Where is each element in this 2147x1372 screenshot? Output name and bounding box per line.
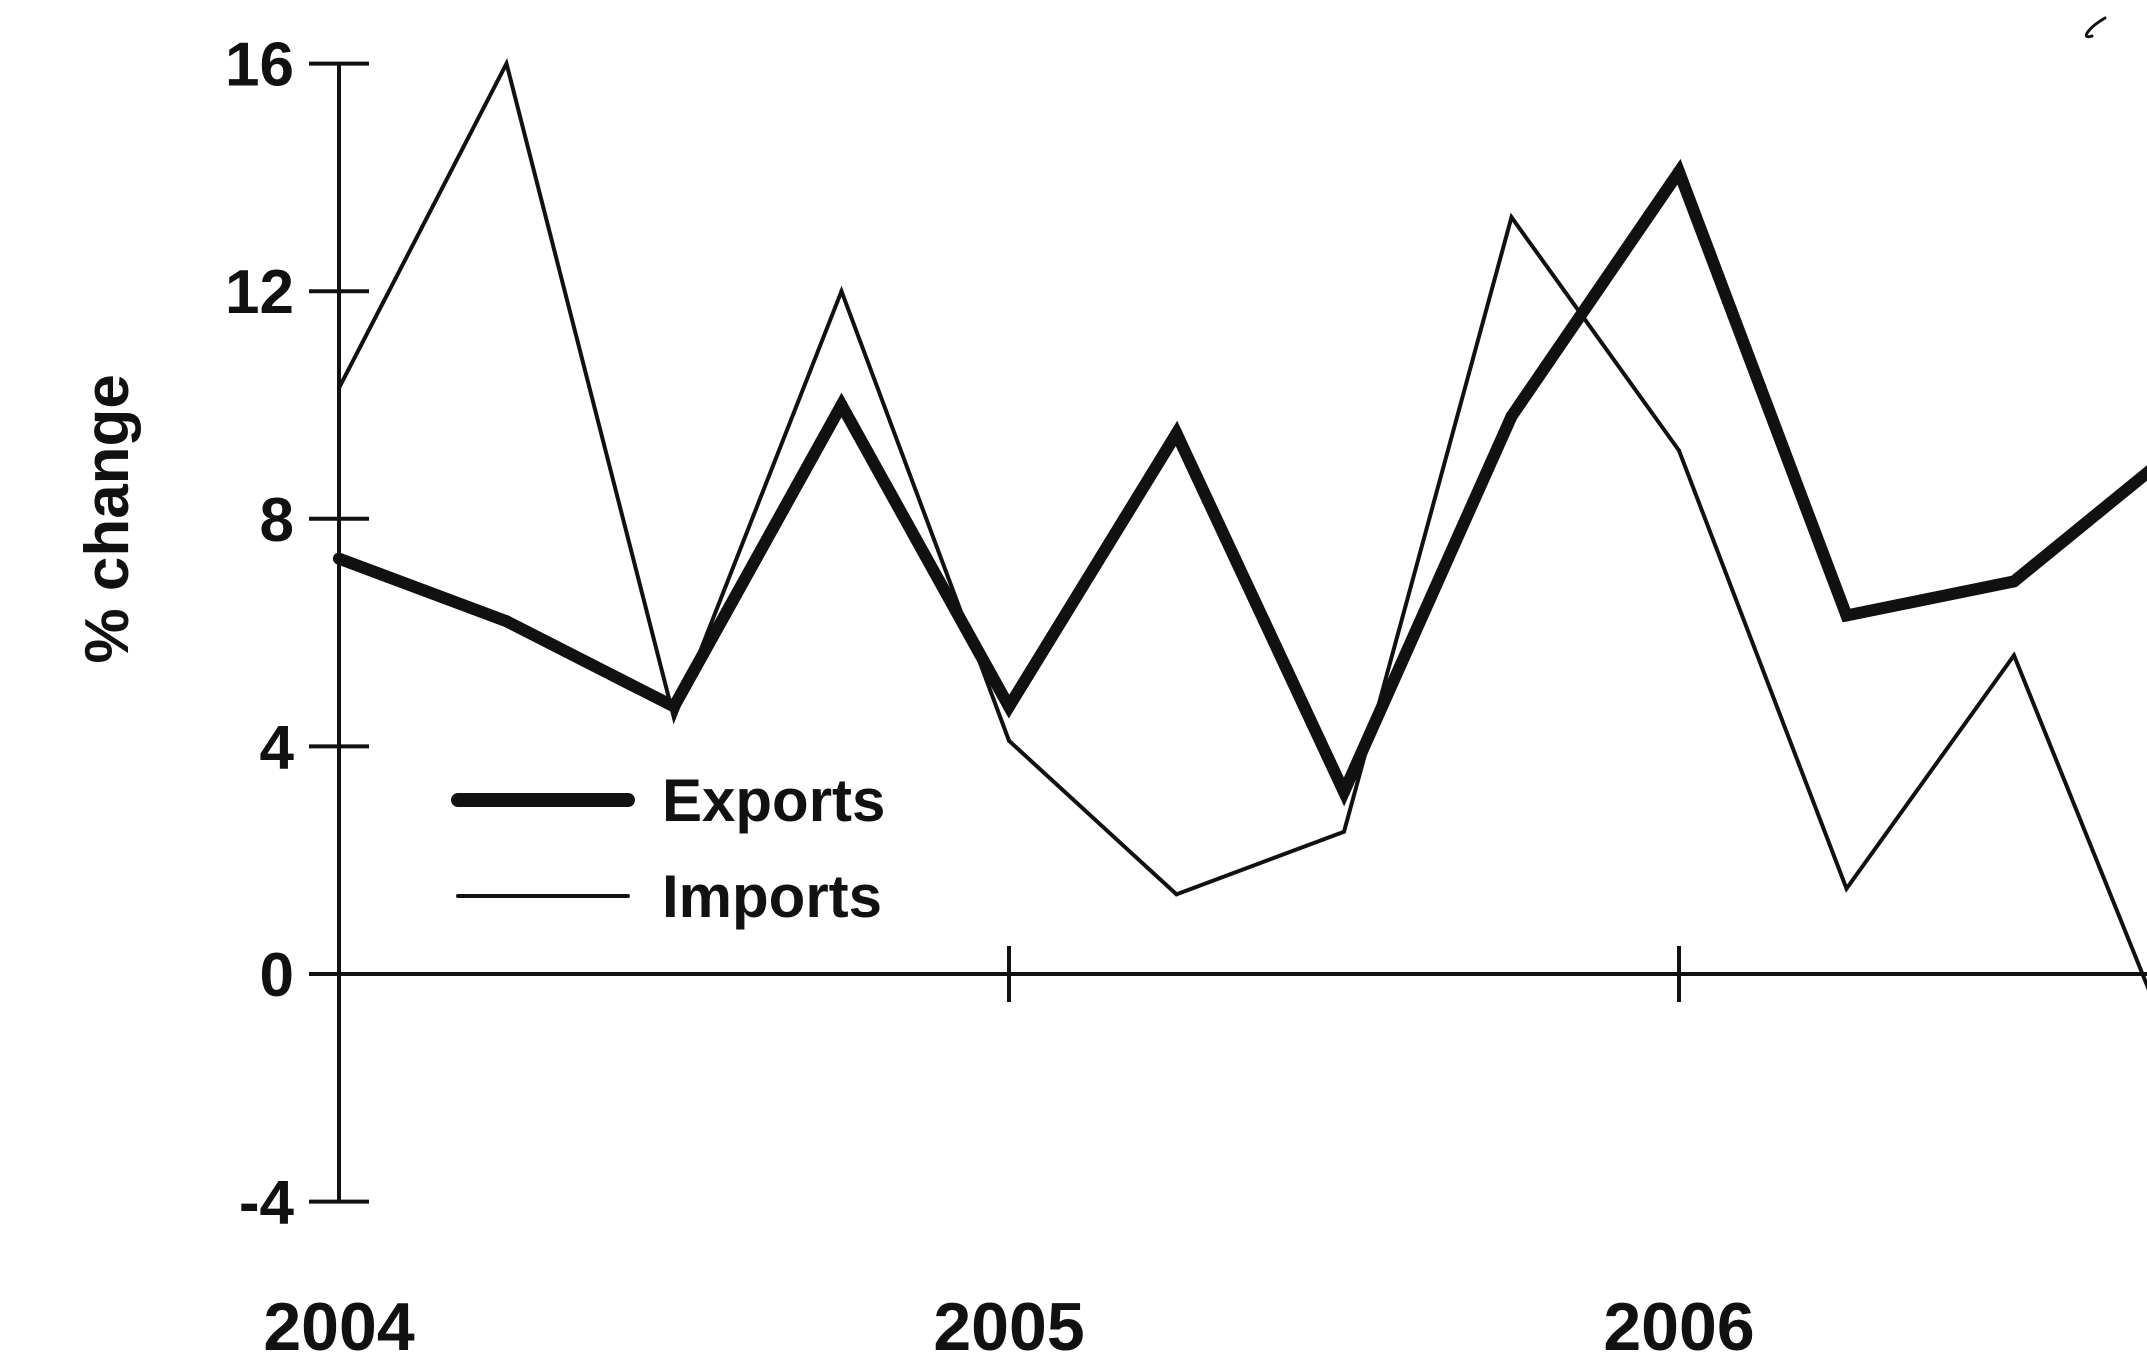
data-point-exports [1505,410,1518,423]
data-point-imports [337,385,341,390]
handwritten-mark [2084,16,2107,39]
data-point-exports [1840,609,1853,622]
data-point-imports [2012,653,2016,658]
data-point-exports [1673,165,1685,178]
axes: -4 0 4 8 12 16 2004 2005 2006 % change [73,31,2147,1365]
data-point-imports [1509,215,1514,220]
x-tick-label: 2005 [933,1289,1084,1365]
data-point-exports [333,552,345,565]
data-point-imports [672,715,676,720]
y-tick-label: 12 [225,258,294,327]
data-point-imports [1844,886,1849,891]
data-point-imports [839,289,844,294]
data-point-exports [1003,700,1015,713]
y-tick-label: 8 [260,486,294,555]
y-tick-label: -4 [239,1169,295,1238]
data-point-exports [835,399,848,411]
series-layer [333,58,2147,991]
legend: Exports Imports [451,767,885,930]
data-point-exports [2008,575,2020,588]
y-tick-label: 16 [225,31,294,100]
data-point-imports [1677,448,1681,453]
data-point-imports [1174,892,1179,897]
y-tick-label: 0 [260,941,294,1010]
data-point-imports [1007,738,1011,743]
legend-label-imports: Imports [662,863,882,930]
data-point-exports [1170,427,1183,440]
legend-label-exports: Exports [662,767,885,834]
x-tick-label: 2006 [1603,1289,1754,1365]
data-point-imports [1342,829,1346,834]
series-line-exports [333,158,2147,807]
data-point-exports [500,615,513,628]
data-point-exports [1338,785,1350,798]
y-axis-title: % change [73,374,142,663]
y-tick-label: 4 [260,713,295,782]
data-point-imports [504,61,509,66]
x-tick-label: 2004 [263,1289,414,1365]
